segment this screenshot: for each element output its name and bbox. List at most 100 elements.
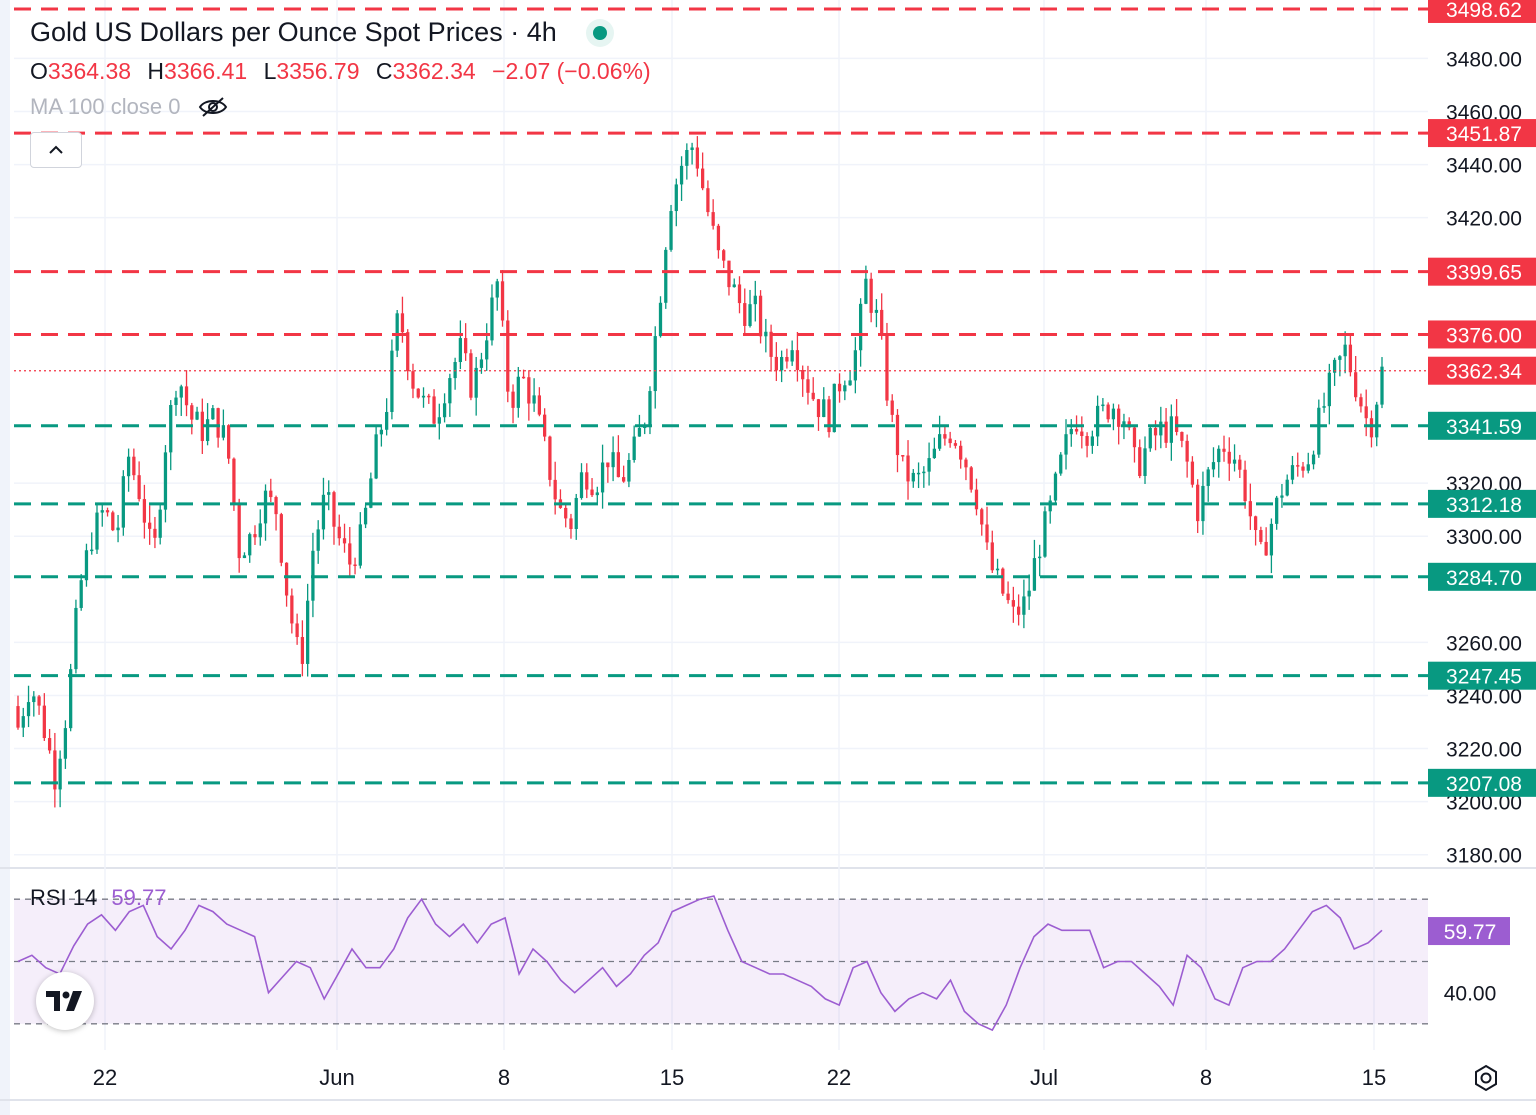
candle-body: [711, 212, 715, 226]
candle-body: [342, 538, 347, 544]
candle-body: [732, 284, 736, 288]
eye-off-icon[interactable]: [198, 96, 228, 118]
candle-body: [1232, 459, 1237, 464]
chart-title-text: Gold US Dollars per Ounce Spot Prices · …: [30, 17, 557, 47]
high-label: H: [147, 58, 165, 84]
candle-body: [47, 738, 52, 751]
candle-body: [26, 702, 31, 717]
candle-body: [1317, 407, 1321, 455]
candle-body: [184, 386, 189, 406]
support-level-tag: [1428, 562, 1536, 591]
x-tick-label: Jun: [319, 1065, 354, 1090]
tradingview-logo[interactable]: [36, 972, 94, 1030]
candle-body: [1227, 451, 1231, 464]
close-label: C: [375, 58, 393, 84]
candle-body: [42, 705, 46, 739]
ma-legend[interactable]: MA 100 close 0: [30, 94, 228, 120]
candle-body: [690, 147, 694, 150]
resistance-level-tag: [1428, 0, 1536, 23]
candle-body: [458, 338, 463, 363]
candle-body: [464, 338, 468, 354]
candle-body: [1196, 484, 1200, 522]
candle-body: [1354, 372, 1358, 398]
candle-body: [527, 377, 531, 404]
candle-body: [100, 510, 104, 513]
candle-body: [284, 562, 289, 596]
candle-body: [795, 350, 800, 370]
candle-body: [885, 335, 889, 401]
collapse-legend-button[interactable]: [30, 132, 82, 168]
candle-body: [69, 669, 73, 729]
candle-body: [1180, 431, 1184, 441]
candle-body: [1090, 436, 1094, 446]
candle-body: [295, 623, 299, 638]
candle-body: [126, 456, 131, 477]
resistance-level-label: 3376.00: [1446, 324, 1522, 347]
candle-body: [922, 471, 926, 474]
candle-body: [1164, 421, 1168, 443]
candle-body: [911, 472, 915, 482]
support-level-label: 3341.59: [1446, 416, 1522, 439]
candle-body: [1222, 448, 1226, 452]
candle-body: [63, 728, 68, 759]
candle-body: [174, 397, 178, 406]
candle-body: [1348, 344, 1353, 373]
candle-body: [1338, 356, 1342, 360]
change-value: −2.07 (−0.06%): [492, 58, 651, 84]
candle-body: [811, 392, 815, 400]
candle-body: [142, 499, 147, 523]
candle-body: [290, 595, 294, 624]
candle-body: [1290, 465, 1295, 480]
x-tick-label: 22: [827, 1065, 851, 1090]
candle-body: [121, 476, 125, 528]
candle-body: [600, 462, 605, 493]
candle-body: [579, 472, 584, 498]
candle-body: [774, 356, 778, 371]
support-level-tag: [1428, 768, 1536, 797]
candle-body: [200, 411, 204, 442]
candle-body: [853, 350, 857, 381]
rsi-line: [17, 895, 1383, 1032]
candle-body: [1117, 408, 1121, 427]
ohlc-legend: O3364.38 H3366.41 L3356.79 C3362.34 −2.0…: [30, 58, 661, 85]
candle-body: [1085, 436, 1089, 446]
candle-body: [1043, 511, 1047, 557]
candle-body: [1011, 600, 1015, 607]
candle-body: [390, 350, 394, 412]
candle-body: [137, 475, 141, 500]
candle-body: [858, 303, 863, 351]
candle-body: [516, 376, 520, 408]
candle-body: [627, 459, 631, 482]
candle-body: [385, 411, 389, 430]
candle-body: [906, 455, 910, 482]
candle-body: [205, 419, 210, 442]
candle-body: [1074, 429, 1079, 432]
chevron-up-icon: [49, 145, 63, 154]
candle-body: [406, 332, 410, 372]
resistance-level-label: 3498.62: [1446, 0, 1522, 22]
gear-icon[interactable]: [1470, 1062, 1502, 1094]
resistance-level-label: 3451.87: [1446, 123, 1522, 146]
candle-body: [1259, 530, 1263, 542]
candle-body: [1359, 397, 1363, 407]
candle-body: [369, 478, 373, 508]
candle-body: [1190, 461, 1195, 485]
candle-body: [864, 278, 868, 304]
candle-body: [801, 369, 805, 380]
candle-body: [764, 331, 768, 337]
candle-body: [453, 362, 457, 379]
candle-body: [948, 438, 952, 444]
candle-body: [363, 507, 368, 525]
candle-body: [169, 405, 173, 453]
rsi-legend-value: 59.77: [111, 885, 167, 910]
candle-body: [1285, 479, 1289, 496]
candle-body: [379, 429, 384, 435]
candle-body: [432, 396, 436, 424]
tradingview-logo-icon: [46, 991, 82, 1011]
candle-body: [500, 281, 505, 321]
candle-body: [1248, 501, 1252, 517]
support-level-label: 3207.08: [1446, 773, 1522, 796]
support-level-label: 3284.70: [1446, 567, 1522, 590]
candle-body: [1217, 448, 1221, 463]
